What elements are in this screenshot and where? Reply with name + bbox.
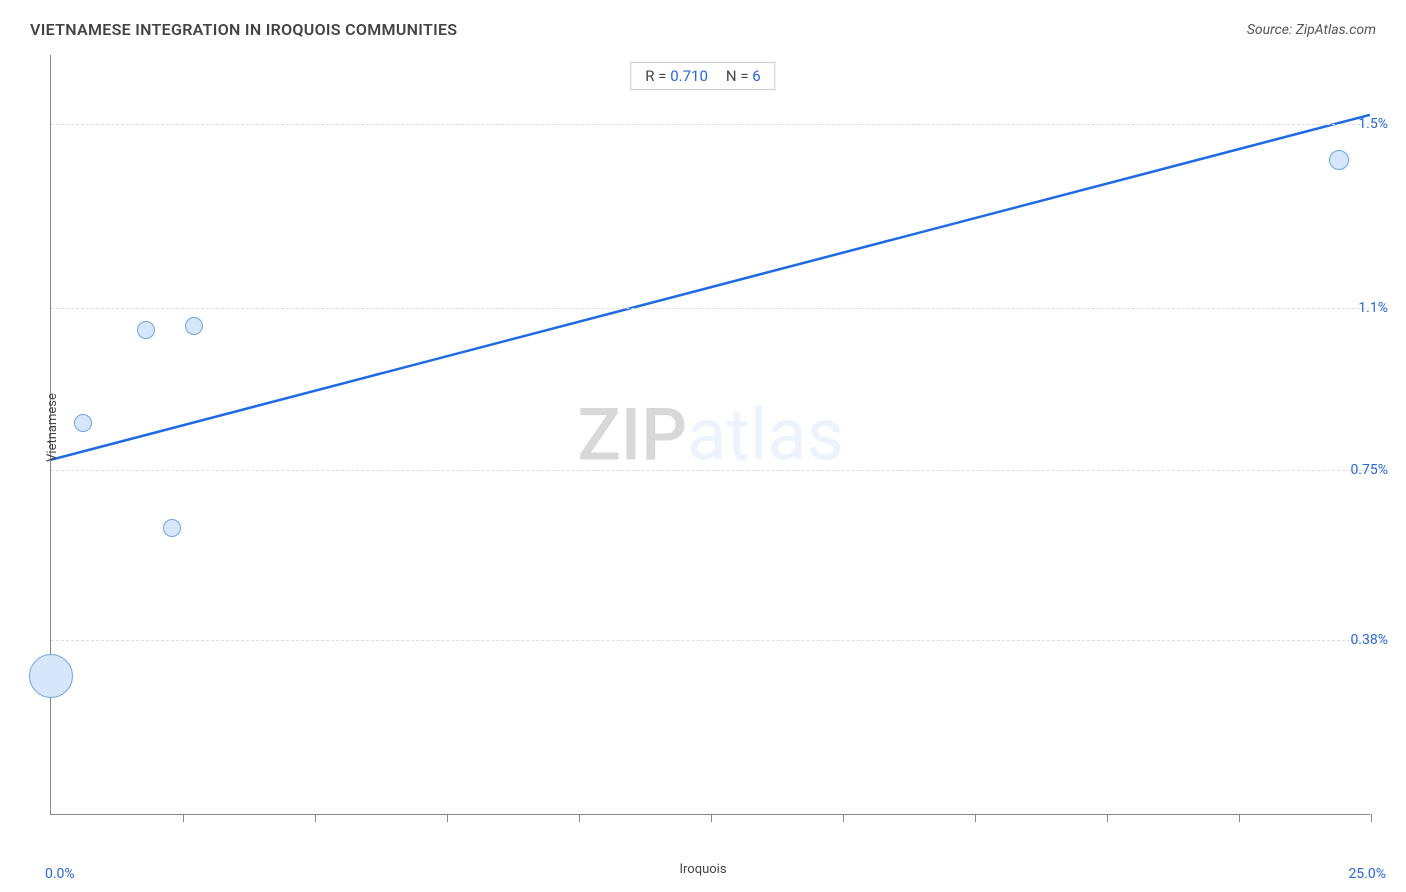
y-tick-label: 0.75%	[1350, 462, 1388, 478]
x-tick	[1371, 814, 1372, 822]
watermark-atlas: atlas	[687, 392, 844, 477]
scatter-point	[29, 654, 73, 698]
x-axis-label: Iroquois	[679, 862, 726, 877]
trend-line	[51, 55, 1370, 814]
scatter-point	[163, 519, 181, 537]
plot-area: ZIPatlas	[50, 55, 1370, 815]
x-tick	[183, 814, 184, 822]
x-tick	[579, 814, 580, 822]
watermark-zip: ZIP	[577, 392, 687, 477]
chart-title: VIETNAMESE INTEGRATION IN IROQUOIS COMMU…	[30, 20, 457, 39]
chart-header: VIETNAMESE INTEGRATION IN IROQUOIS COMMU…	[30, 20, 1376, 39]
x-tick	[1239, 814, 1240, 822]
gridline	[51, 470, 1370, 471]
watermark: ZIPatlas	[577, 392, 843, 477]
x-tick	[975, 814, 976, 822]
scatter-point	[137, 321, 155, 339]
scatter-point	[74, 414, 92, 432]
stat-r-label: R =	[645, 67, 666, 85]
y-tick-label: 0.38%	[1350, 632, 1388, 648]
x-tick	[315, 814, 316, 822]
scatter-point	[1329, 150, 1349, 170]
stat-n-value: 6	[752, 67, 760, 85]
gridline	[51, 124, 1370, 125]
y-tick-label: 1.1%	[1358, 300, 1388, 316]
x-tick	[711, 814, 712, 822]
scatter-point	[185, 317, 203, 335]
chart-source: Source: ZipAtlas.com	[1247, 22, 1376, 38]
stat-n: N = 6	[726, 67, 761, 85]
y-axis-label: Vietnamese	[45, 393, 60, 462]
stat-box: R = 0.710 N = 6	[630, 62, 775, 90]
x-axis-min: 0.0%	[45, 866, 75, 882]
stat-n-label: N =	[726, 67, 749, 85]
y-tick-label: 1.5%	[1358, 116, 1388, 132]
gridline	[51, 308, 1370, 309]
x-tick	[447, 814, 448, 822]
x-tick	[843, 814, 844, 822]
stat-r-value: 0.710	[670, 67, 708, 85]
gridline	[51, 640, 1370, 641]
x-axis-max: 25.0%	[1348, 866, 1386, 882]
stat-r: R = 0.710	[645, 67, 708, 85]
x-tick	[1107, 814, 1108, 822]
